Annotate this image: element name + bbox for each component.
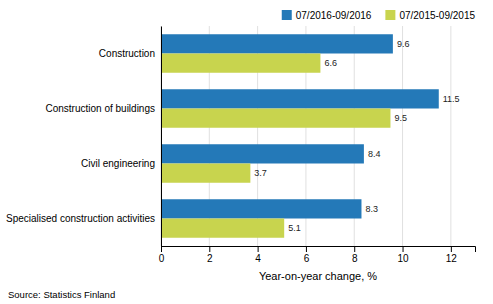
x-tick-mark	[354, 246, 355, 252]
data-label: 3.7	[254, 168, 267, 178]
bar	[161, 164, 250, 183]
legend-item: 07/2015-09/2015	[385, 10, 475, 21]
legend: 07/2016-09/2016 07/2015-09/2015	[282, 10, 476, 21]
x-tick: 2	[207, 246, 213, 264]
y-tick-label: Specialised construction activities	[6, 213, 155, 224]
x-tick-label: 6	[304, 253, 310, 264]
x-axis-title: Year-on-year change, %	[259, 270, 377, 282]
grid-line	[161, 26, 162, 246]
x-tick: 4	[255, 246, 261, 264]
y-tick: Construction of buildings	[45, 103, 161, 114]
legend-swatch	[385, 10, 395, 20]
x-tick-label: 4	[255, 253, 261, 264]
x-tick-label: 10	[397, 253, 409, 264]
x-tick-label: 12	[446, 253, 458, 264]
y-tick: Civil engineering	[81, 158, 161, 169]
x-tick-mark	[451, 246, 452, 252]
y-tick: Specialised construction activities	[6, 213, 161, 224]
bar	[161, 144, 364, 163]
annotation: Source: Statistics Finland	[8, 289, 115, 300]
data-label: 8.4	[368, 149, 381, 159]
data-label: 9.6	[397, 39, 410, 49]
x-tick: 6	[304, 246, 310, 264]
x-tick-label: 2	[207, 253, 213, 264]
grid	[161, 26, 451, 246]
x-tick-mark	[209, 246, 210, 252]
x-tick-mark	[258, 246, 259, 252]
y-axis-line	[161, 27, 162, 247]
legend-label: 07/2016-09/2016	[296, 10, 372, 21]
bar	[161, 219, 284, 238]
bar	[161, 199, 361, 218]
x-tick-label: 0	[159, 253, 165, 264]
x-axis-line	[162, 247, 476, 253]
x-tick: 8	[352, 246, 358, 264]
legend-label: 07/2015-09/2015	[399, 10, 475, 21]
bar	[161, 89, 439, 108]
data-label: 6.6	[324, 58, 337, 68]
x-tick-mark	[306, 246, 307, 252]
data-label: 5.1	[288, 223, 301, 233]
y-tick: Construction	[99, 48, 161, 59]
bar	[161, 109, 390, 128]
x-tick: 0	[159, 246, 165, 264]
x-tick-mark	[161, 246, 162, 252]
y-axis: Construction Construction of buildings Civ…	[6, 27, 161, 247]
grid-line	[402, 26, 403, 246]
y-tick-label: Construction of buildings	[45, 103, 155, 114]
data-label: 11.5	[443, 94, 460, 104]
data-label: 8.3	[365, 204, 378, 214]
chart: 9.6 11.5 8.4 8.3 6.6 9.5 3.7 5.1 0 2 4 6 8 10 12 Constr…	[0, 0, 493, 304]
x-tick-label: 8	[352, 253, 358, 264]
x-axis: 0 2 4 6 8 10 12	[159, 246, 476, 264]
bar	[161, 54, 320, 73]
bars	[161, 34, 439, 238]
data-label: 9.5	[394, 113, 407, 123]
plot: 9.6 11.5 8.4 8.3 6.6 9.5 3.7 5.1 0 2 4 6 8 10 12 Constr…	[6, 26, 475, 264]
legend-item: 07/2016-09/2016	[282, 10, 372, 21]
grid-line	[450, 26, 451, 246]
data-labels: 9.6 11.5 8.4 8.3 6.6 9.5 3.7 5.1	[254, 39, 459, 233]
bar	[161, 34, 393, 53]
y-tick-label: Civil engineering	[81, 158, 155, 169]
y-tick-label: Construction	[99, 48, 155, 59]
x-tick: 12	[446, 246, 458, 264]
x-tick: 10	[397, 246, 409, 264]
legend-swatch	[282, 10, 292, 20]
x-tick-mark	[403, 246, 404, 252]
